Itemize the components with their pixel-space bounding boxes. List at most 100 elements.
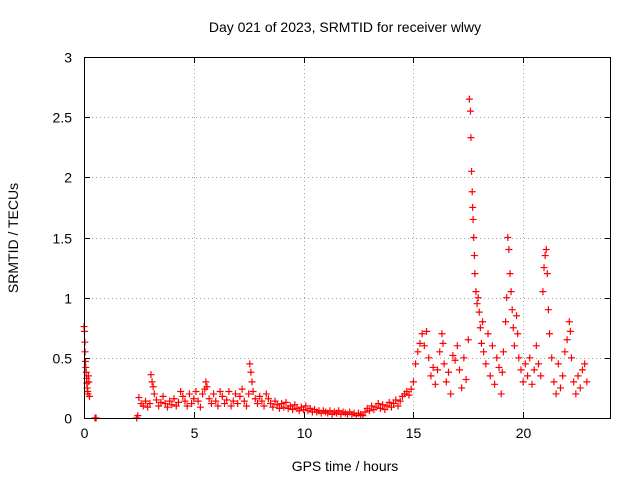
y-tick-label: 1.5 — [53, 231, 73, 247]
data-point — [214, 402, 222, 410]
data-point — [550, 378, 558, 386]
data-point — [157, 398, 165, 406]
data-point — [528, 380, 536, 388]
data-point — [238, 385, 246, 393]
axis-ticks — [84, 57, 611, 419]
data-point — [170, 395, 178, 403]
data-point — [372, 403, 380, 411]
data-point — [476, 324, 484, 332]
data-point — [455, 366, 463, 374]
data-point — [216, 388, 224, 396]
data-point — [407, 385, 415, 393]
data-point — [289, 406, 297, 414]
data-point — [442, 378, 450, 386]
x-tick-label: 20 — [516, 425, 532, 441]
data-point — [361, 408, 369, 416]
data-point — [221, 400, 229, 408]
data-point — [405, 391, 413, 399]
data-point — [414, 348, 422, 356]
data-point — [256, 392, 264, 400]
x-tick-label: 10 — [297, 425, 313, 441]
y-tick-label: 0 — [64, 411, 72, 427]
data-point — [295, 407, 303, 415]
data-point — [271, 397, 279, 405]
data-point — [514, 330, 522, 338]
data-point — [240, 397, 248, 405]
data-point — [223, 396, 231, 404]
y-axis-label: SRMTID / TECUs — [5, 183, 21, 293]
x-axis-label: GPS time / hours — [292, 458, 399, 474]
data-point — [515, 354, 523, 362]
data-point — [468, 167, 476, 175]
data-point — [581, 360, 589, 368]
data-point — [264, 395, 272, 403]
data-point — [275, 404, 283, 412]
data-point — [146, 400, 154, 408]
data-point — [566, 327, 574, 335]
data-point — [563, 336, 571, 344]
data-point — [471, 270, 479, 278]
data-point — [472, 288, 480, 296]
data-point — [177, 388, 185, 396]
data-point — [163, 403, 171, 411]
data-point — [152, 396, 160, 404]
data-point — [535, 360, 543, 368]
data-point — [168, 401, 176, 409]
data-point — [148, 378, 156, 386]
data-point — [449, 351, 457, 359]
data-point — [517, 366, 525, 374]
data-point — [439, 339, 447, 347]
data-point — [466, 107, 474, 115]
data-point — [260, 402, 268, 410]
data-point — [503, 294, 511, 302]
data-point — [85, 392, 93, 400]
data-point — [248, 378, 256, 386]
data-point — [253, 400, 261, 408]
plot-frame — [84, 57, 611, 419]
data-point — [205, 395, 213, 403]
data-point — [497, 390, 505, 398]
data-point — [141, 397, 149, 405]
data-point — [300, 406, 308, 414]
data-point — [412, 360, 420, 368]
data-point — [488, 342, 496, 350]
data-point — [540, 264, 548, 272]
data-point — [227, 402, 235, 410]
data-point — [385, 398, 393, 406]
data-point — [306, 404, 314, 412]
data-point — [469, 215, 477, 223]
data-point — [451, 356, 459, 364]
data-point — [262, 390, 270, 398]
data-point — [207, 400, 215, 408]
data-point — [469, 203, 477, 211]
y-tick-label: 3 — [64, 50, 72, 66]
data-point — [212, 397, 220, 405]
data-point — [258, 397, 266, 405]
data-point — [418, 330, 426, 338]
data-point — [493, 354, 501, 362]
data-point — [150, 390, 158, 398]
data-point — [574, 372, 582, 380]
data-point — [269, 403, 277, 411]
data-point — [188, 400, 196, 408]
y-tick-label: 2.5 — [53, 110, 73, 126]
data-point — [559, 372, 567, 380]
data-points — [80, 95, 591, 422]
x-tick-label: 5 — [191, 425, 199, 441]
data-point — [172, 402, 180, 410]
data-point — [498, 368, 506, 376]
data-point — [247, 368, 255, 376]
data-point — [291, 401, 299, 409]
data-point — [552, 390, 560, 398]
data-point — [174, 398, 182, 406]
data-point — [425, 354, 433, 362]
data-point — [365, 407, 373, 415]
data-point — [470, 252, 478, 260]
data-point — [474, 294, 482, 302]
data-point — [429, 363, 437, 371]
data-point — [82, 357, 90, 365]
data-point — [491, 380, 499, 388]
data-point — [438, 330, 446, 338]
data-point — [232, 390, 240, 398]
data-point — [192, 388, 200, 396]
